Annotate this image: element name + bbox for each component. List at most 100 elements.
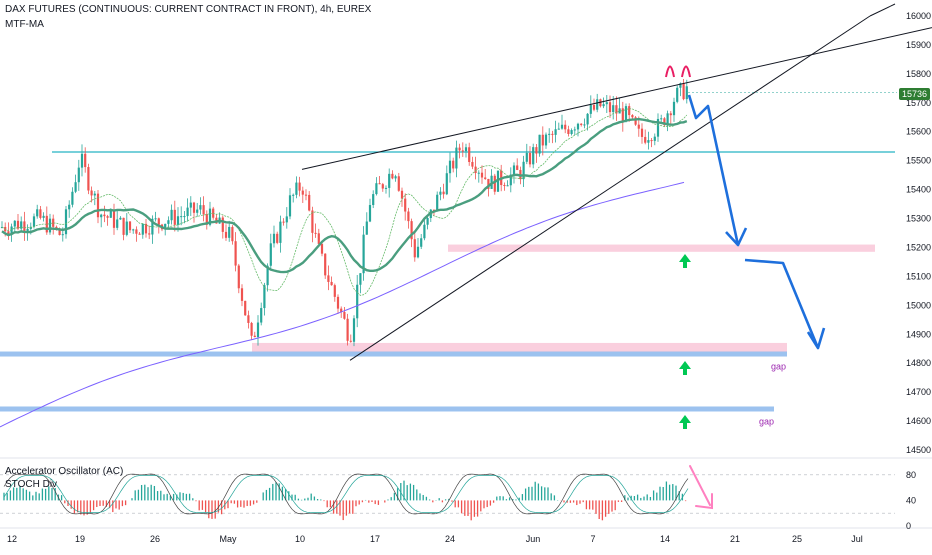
candle-body	[96, 193, 100, 218]
candle-body	[234, 241, 237, 266]
candle-body	[391, 173, 394, 179]
candle-body	[442, 191, 445, 195]
candle-body	[308, 194, 311, 211]
candle-body	[548, 133, 551, 135]
y-tick-label: 14700	[906, 387, 931, 397]
candle-body	[26, 228, 29, 232]
candle-body	[413, 239, 416, 258]
candle-body	[109, 210, 112, 218]
sub-y-tick-label: 0	[906, 521, 911, 531]
candle-body	[39, 209, 42, 218]
candle-body	[426, 218, 429, 225]
y-tick-label: 15900	[906, 40, 931, 50]
candle-body	[471, 161, 474, 167]
candle-body	[468, 147, 471, 162]
candle-body	[404, 198, 407, 212]
candle-body	[298, 182, 301, 191]
candle-body	[320, 243, 324, 254]
candle-body	[228, 226, 231, 238]
candle-body	[496, 170, 500, 192]
candle-body	[304, 194, 308, 196]
candle-body	[375, 183, 378, 195]
candle-body	[132, 229, 135, 231]
candle-body	[183, 216, 186, 218]
wedge-lower-line-ext	[869, 3, 896, 17]
candle-body	[272, 233, 276, 244]
candle-body	[394, 176, 397, 179]
x-tick-label: 17	[370, 534, 380, 544]
candle-body	[42, 215, 45, 218]
candle-body	[653, 136, 656, 141]
candle-body	[208, 208, 212, 225]
candle-body	[7, 231, 10, 234]
candle-body	[583, 124, 586, 126]
candle-body	[461, 150, 464, 152]
candle-body	[10, 226, 13, 234]
candle-body	[189, 202, 192, 208]
candle-body	[260, 308, 263, 323]
candle-body	[506, 185, 509, 187]
candle-body	[288, 195, 292, 217]
projection-arrow-2	[744, 258, 826, 350]
y-tick-label: 14900	[906, 329, 931, 339]
candle-body	[573, 129, 576, 131]
candle-body	[340, 308, 343, 312]
candle-body	[669, 113, 672, 116]
candle-body	[631, 115, 634, 118]
candle-body	[61, 234, 64, 236]
candle-body	[551, 133, 554, 135]
candle-body	[365, 221, 368, 235]
candle-body	[439, 191, 442, 195]
gap-label: gap	[771, 362, 786, 372]
candle-body	[170, 209, 173, 221]
candle-body	[637, 124, 640, 129]
candle-body	[589, 105, 592, 114]
candle-body	[372, 194, 375, 206]
x-tick-label: 10	[295, 534, 305, 544]
candle-body	[151, 218, 154, 235]
candle-body	[93, 193, 96, 196]
y-tick-label: 14800	[906, 358, 931, 368]
candle-body	[666, 113, 669, 126]
candle-body	[32, 216, 36, 227]
candle-body	[484, 177, 487, 179]
candle-body	[90, 190, 93, 196]
candle-body	[676, 87, 679, 102]
ma-main-line	[1, 117, 688, 274]
candle-body	[400, 190, 404, 199]
candle-body	[672, 101, 676, 116]
candle-body	[650, 140, 653, 142]
candle-body	[180, 216, 183, 218]
candle-body	[458, 147, 461, 151]
ma-fast-line	[1, 108, 688, 296]
candle-body	[144, 223, 148, 234]
pink-target-zone-upper	[448, 244, 875, 252]
candle-body	[103, 214, 106, 217]
sub-y-tick-label: 40	[906, 495, 916, 505]
wedge-lower-line	[349, 15, 871, 361]
candle-body	[359, 273, 362, 285]
candle-body	[570, 130, 573, 134]
candle-body	[644, 136, 647, 143]
candle-body	[196, 209, 199, 213]
candle-body	[314, 232, 317, 234]
candle-body	[221, 217, 224, 232]
x-tick-label: 7	[590, 534, 595, 544]
y-tick-label: 15400	[906, 185, 931, 195]
candle-body	[240, 288, 244, 301]
candle-body	[663, 118, 666, 126]
double-top-marker	[665, 65, 675, 78]
candle-body	[564, 124, 567, 130]
green-up-arrow	[679, 415, 691, 429]
y-tick-label: 14600	[906, 416, 931, 426]
y-tick-label: 15700	[906, 98, 931, 108]
candle-body	[100, 214, 103, 218]
candle-body	[20, 221, 23, 229]
candle-body	[343, 311, 346, 319]
candle-body	[679, 83, 682, 88]
x-tick-label: May	[219, 534, 237, 544]
candle-body	[628, 106, 631, 116]
candle-body	[682, 83, 685, 100]
candle-body	[352, 318, 356, 342]
